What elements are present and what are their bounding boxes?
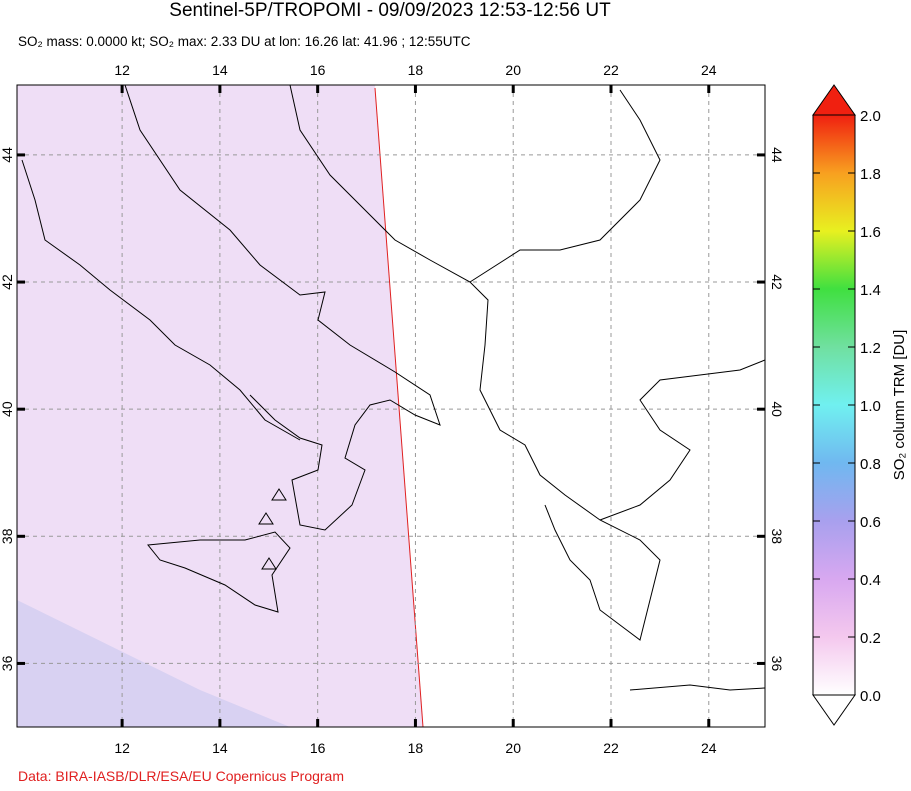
volcano xyxy=(258,512,274,525)
colorbar-tick-label: 0.6 xyxy=(860,514,881,531)
colorbar-tick-label: 1.4 xyxy=(860,282,881,299)
colorbar-label: SO₂ column TRM [DU] xyxy=(891,330,908,481)
coastline xyxy=(147,531,291,613)
volcano xyxy=(271,488,287,501)
colorbar-tick-label: 0.4 xyxy=(860,572,881,589)
x-tick-label: 12 xyxy=(114,62,130,78)
x-tick-label: 24 xyxy=(701,62,717,78)
credit: Data: BIRA-IASB/DLR/ESA/EU Copernicus Pr… xyxy=(18,768,344,784)
colorbar-tick-label: 1.8 xyxy=(860,166,881,183)
colorbar-min-arrow xyxy=(812,694,856,726)
colorbar-tick-label: 0.8 xyxy=(860,456,881,473)
colorbar-tick-label: 2.0 xyxy=(860,108,881,125)
x-tick-label: 20 xyxy=(505,62,521,78)
x-tick-label: 14 xyxy=(212,62,228,78)
colorbar-tick-label: 1.2 xyxy=(860,340,881,357)
x-tick-label: 16 xyxy=(310,740,326,756)
y-tick-label: 42 xyxy=(769,274,785,290)
coastline xyxy=(289,85,661,641)
swath-edge xyxy=(374,87,424,727)
x-tick-label: 18 xyxy=(408,62,424,78)
coastline xyxy=(599,359,765,521)
x-tick-label: 18 xyxy=(408,740,424,756)
coastline xyxy=(21,159,301,441)
y-tick-label: 40 xyxy=(0,401,15,417)
colorbar-tick-label: 1.0 xyxy=(860,398,881,415)
volcano xyxy=(261,557,277,570)
colorbar-tick-label: 1.6 xyxy=(860,224,881,241)
y-tick-label: 40 xyxy=(769,401,785,417)
coastline xyxy=(124,85,441,531)
subtitle: SO₂ mass: 0.0000 kt; SO₂ max: 2.33 DU at… xyxy=(18,34,471,49)
y-tick-label: 36 xyxy=(0,655,15,671)
x-tick-label: 24 xyxy=(701,740,717,756)
colorbar-max-arrow xyxy=(812,84,856,116)
x-tick-label: 16 xyxy=(310,62,326,78)
colorbar xyxy=(812,84,856,726)
x-tick-label: 12 xyxy=(114,740,130,756)
x-tick-label: 14 xyxy=(212,740,228,756)
x-tick-label: 20 xyxy=(505,740,521,756)
y-tick-label: 36 xyxy=(769,656,785,672)
coastline xyxy=(629,684,765,691)
map-area xyxy=(17,85,765,727)
map-frame xyxy=(16,84,766,728)
x-tick-label: 22 xyxy=(603,62,619,78)
swath-shade xyxy=(17,600,290,727)
y-tick-label: 44 xyxy=(0,147,15,163)
colorbar-tick-label: 0.0 xyxy=(860,688,881,705)
colorbar-tick-label: 0.2 xyxy=(860,630,881,647)
y-tick-label: 42 xyxy=(0,274,15,290)
border xyxy=(469,89,661,283)
y-tick-label: 44 xyxy=(769,147,785,163)
title: Sentinel-5P/TROPOMI - 09/09/2023 12:53-1… xyxy=(169,0,611,21)
x-tick-label: 22 xyxy=(603,740,619,756)
y-tick-label: 38 xyxy=(0,528,15,544)
y-tick-label: 38 xyxy=(769,529,785,545)
